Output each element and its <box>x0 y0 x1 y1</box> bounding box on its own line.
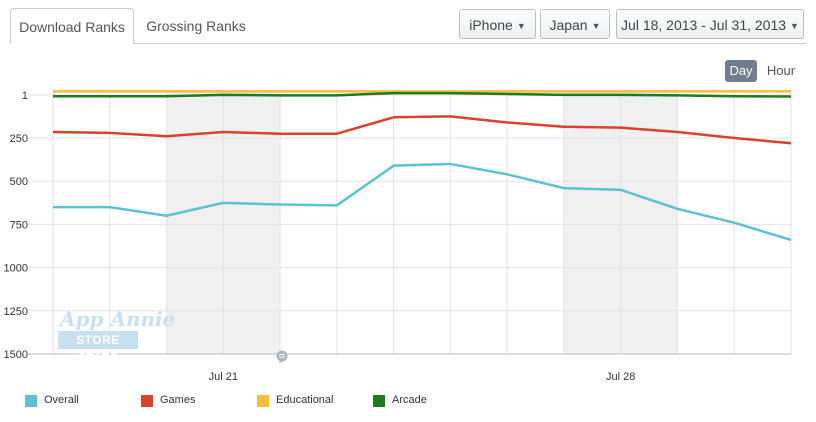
caret-down-icon: ▼ <box>516 21 526 31</box>
legend-swatch-overall <box>25 395 37 407</box>
x-tick-label: Jul 28 <box>606 371 635 380</box>
device-dropdown[interactable]: iPhone ▼ <box>459 9 536 39</box>
y-tick-label: 500 <box>10 176 28 188</box>
series-line-games <box>52 115 792 145</box>
date-range-value: Jul 18, 2013 - Jul 31, 2013 <box>621 17 787 33</box>
day-toggle[interactable]: Day <box>725 60 757 82</box>
y-tick-label: 1 <box>22 90 28 102</box>
series-lines <box>52 90 792 242</box>
device-value: iPhone <box>469 17 513 33</box>
tab-download-ranks[interactable]: Download Ranks <box>10 8 134 44</box>
legend-label-overall: Overall <box>44 394 79 406</box>
watermark-subtitle: STORE STATS <box>58 331 138 365</box>
y-tick-label: 1500 <box>4 349 28 361</box>
caret-down-icon: ▼ <box>591 21 601 31</box>
date-range-dropdown[interactable]: Jul 18, 2013 - Jul 31, 2013 ▼ <box>616 9 804 39</box>
y-tick-label: 250 <box>10 133 28 145</box>
legend-swatch-games <box>141 395 153 407</box>
legend-label-educational: Educational <box>276 394 334 406</box>
speech-bubble-icon[interactable] <box>275 350 289 364</box>
country-dropdown[interactable]: Japan ▼ <box>540 9 610 39</box>
series-line-overall <box>53 162 792 242</box>
legend-swatch-educational <box>257 395 269 407</box>
y-tick-label: 1000 <box>4 263 28 275</box>
weekend-bands <box>166 90 678 354</box>
series-line-arcade <box>53 91 792 98</box>
legend-label-arcade: Arcade <box>392 394 427 406</box>
hour-toggle[interactable]: Hour <box>766 63 796 78</box>
legend-swatch-arcade <box>373 395 385 407</box>
country-value: Japan <box>549 17 588 33</box>
x-axis-ticks: Jul 21 Jul 28 <box>209 371 636 380</box>
x-tick-label: Jul 21 <box>209 371 238 380</box>
legend-label-games: Games <box>160 394 196 406</box>
watermark-title: App Annie <box>60 307 176 331</box>
chart-legend: Overall Games Educational Arcade <box>0 393 816 409</box>
y-tick-label: 750 <box>10 219 28 231</box>
caret-down-icon: ▼ <box>790 21 799 31</box>
tab-grossing-ranks[interactable]: Grossing Ranks <box>146 18 246 34</box>
y-tick-label: 1250 <box>4 306 28 318</box>
tab-divider <box>134 43 806 44</box>
app-annie-watermark: App Annie STORE STATS <box>58 307 175 365</box>
